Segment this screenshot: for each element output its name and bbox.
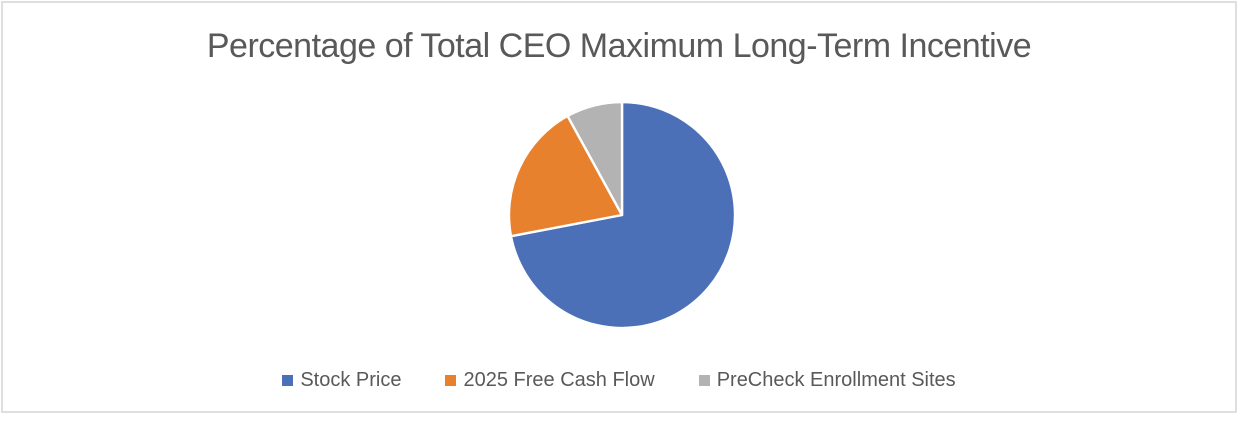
- legend-swatch-precheck-enrollment-sites-icon: [698, 374, 710, 386]
- pie-chart: [507, 100, 737, 330]
- pie-chart-area: [505, 98, 739, 332]
- pie-slice-1[interactable]: [507, 114, 624, 238]
- legend-item-free-cash-flow[interactable]: 2025 Free Cash Flow: [445, 368, 655, 392]
- chart-frame: Percentage of Total CEO Maximum Long-Ter…: [1, 1, 1237, 413]
- legend-item-stock-price[interactable]: Stock Price: [282, 369, 401, 392]
- legend-swatch-free-cash-flow-icon: [445, 374, 457, 386]
- legend: Stock Price 2025 Free Cash Flow PreCheck…: [3, 366, 1235, 394]
- pie-slice-2[interactable]: [566, 100, 624, 217]
- chart-title: Percentage of Total CEO Maximum Long-Ter…: [206, 27, 1032, 65]
- legend-label-free-cash-flow: 2025 Free Cash Flow: [463, 368, 655, 391]
- legend-item-precheck-enrollment-sites[interactable]: PreCheck Enrollment Sites: [698, 368, 956, 392]
- legend-label-precheck-enrollment-sites: PreCheck Enrollment Sites: [716, 368, 956, 391]
- legend-swatch-stock-price-icon: [282, 374, 294, 386]
- legend-label-stock-price: Stock Price: [300, 368, 402, 391]
